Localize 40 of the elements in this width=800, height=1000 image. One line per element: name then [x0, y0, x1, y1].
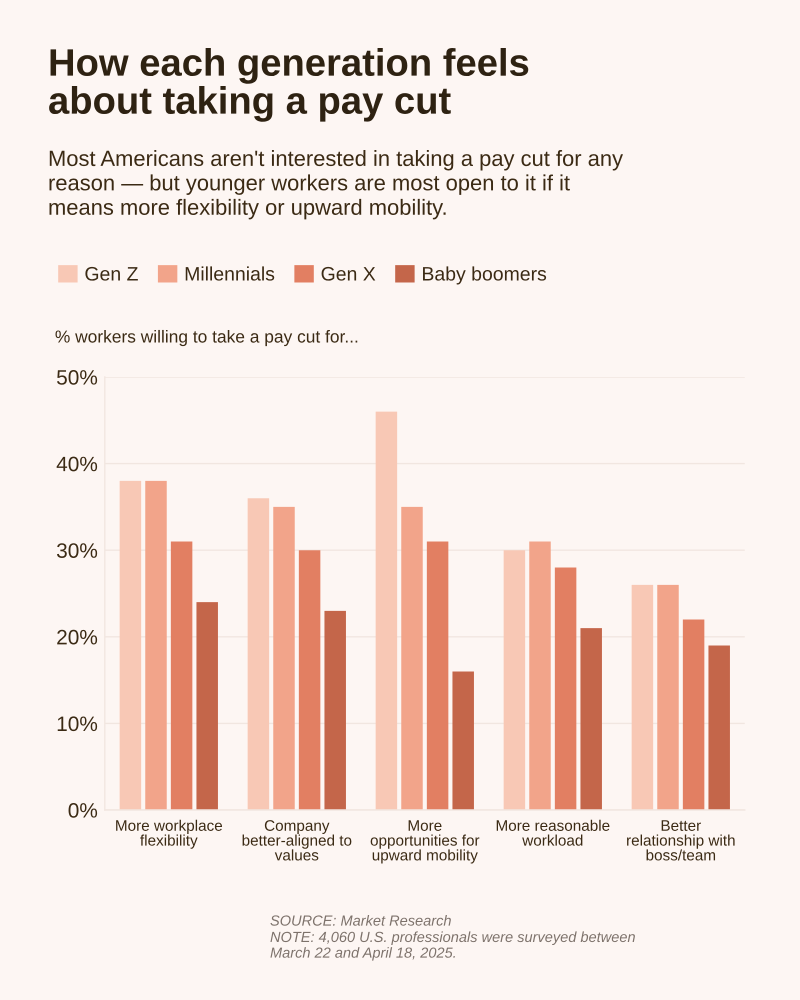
bar	[196, 602, 218, 810]
bar	[170, 542, 192, 810]
x-tick-label: Better relationship with boss/team	[627, 820, 735, 861]
y-tick-label: 40%	[56, 456, 98, 472]
bar	[452, 671, 474, 810]
bar	[708, 645, 730, 810]
chart-subtitle: Most Americans aren't interested in taking a pay cut for any reason — but younger workers are most open to it if it means more flexibility or upward mobility.	[49, 150, 623, 220]
bar	[682, 619, 704, 810]
y-axis-title: % workers willing to take a pay cut for...	[56, 330, 358, 346]
legend-label: Baby boomers	[423, 266, 546, 285]
x-tick-label: More reasonable workload	[496, 820, 610, 846]
legend-label: Gen Z	[85, 266, 138, 281]
y-tick-label: 50%	[56, 370, 98, 385]
chart-title: How each generation feels about taking a pay cut	[49, 48, 528, 122]
bar	[504, 550, 526, 810]
x-tick-label: Company better-aligned to values	[242, 820, 352, 861]
bar	[580, 628, 602, 810]
bar	[145, 480, 167, 810]
y-tick-label: 0%	[68, 803, 98, 818]
source-note: SOURCE: Market Research	[270, 915, 451, 926]
bar	[120, 480, 142, 810]
legend-label: Millennials	[186, 266, 274, 281]
legend-label: Gen X	[322, 266, 376, 281]
bar	[376, 412, 398, 810]
bar	[401, 506, 423, 810]
y-tick-label: 20%	[57, 630, 98, 645]
bar	[273, 506, 295, 810]
bar	[632, 584, 654, 810]
x-tick-label: More workplace flexibility	[116, 820, 222, 849]
bar	[554, 568, 576, 810]
bar	[426, 542, 448, 810]
bar	[657, 584, 679, 810]
bar	[324, 610, 346, 810]
bar	[529, 542, 551, 810]
bar	[248, 498, 270, 810]
y-tick-label: 10%	[58, 716, 98, 732]
y-tick-label: 30%	[56, 543, 98, 558]
text: NOTE: 4,060 U.S. professionals were surveyed between March 22 and April 18, 2025.	[270, 931, 635, 961]
bar	[298, 550, 320, 810]
x-tick-label: More opportunities for upward mobility	[370, 820, 480, 864]
